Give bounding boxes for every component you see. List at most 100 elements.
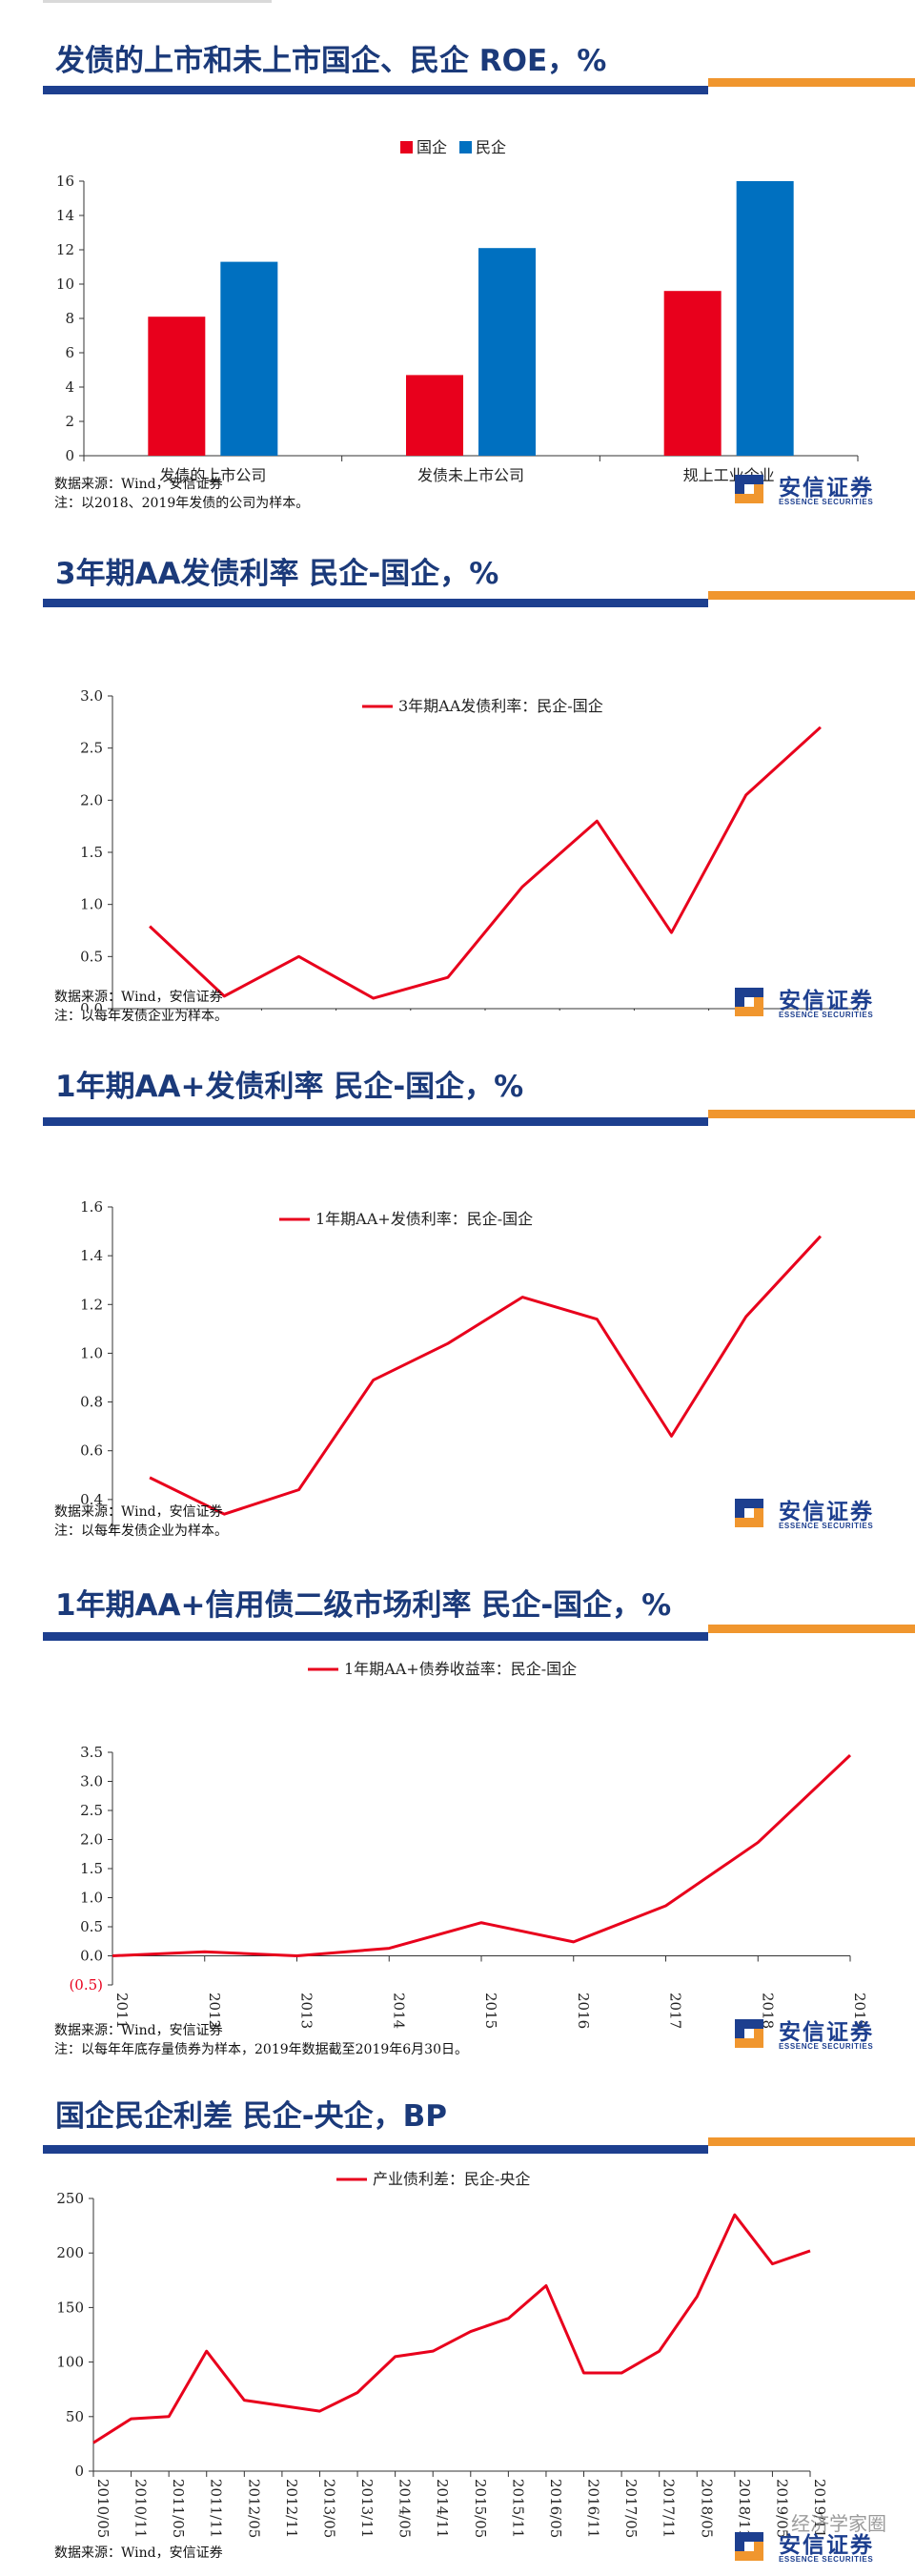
brand-name-cn: 安信证券	[779, 2014, 874, 2046]
y-tick-label: 3.0	[80, 1773, 103, 1790]
x-tick-label: 2013	[298, 1993, 315, 2029]
series-line	[150, 727, 821, 998]
title-underline-blue	[43, 599, 708, 607]
bar-民企	[220, 262, 277, 456]
y-tick-label: 150	[56, 2299, 84, 2316]
y-tick-label: 3.0	[80, 687, 103, 705]
panel-3y-aa: 3年期AA发债利率 民企-国企，% 0.00.51.01.52.02.53.02…	[0, 542, 915, 1037]
y-tick-label: 0.5	[80, 948, 103, 965]
brand-logo: 安信证券 ESSENCE SECURITIES	[731, 467, 888, 511]
y-tick-label: 3.5	[80, 1744, 103, 1761]
bar-国企	[406, 375, 463, 456]
legend-label: 1年期AA+发债利率：民企-国企	[315, 1210, 533, 1228]
y-tick-label: 10	[56, 276, 74, 293]
rate-line-chart-1y: 0.20.40.60.81.01.21.41.62010201120122013…	[0, 1131, 915, 1531]
x-tick-label: 2015	[482, 1993, 499, 2029]
x-tick-label: 2010/05	[94, 2479, 112, 2538]
panel-title: 发债的上市和未上市国企、民企 ROE，%	[55, 36, 606, 79]
legend-swatch	[400, 141, 413, 153]
y-tick-label: 8	[65, 310, 74, 327]
y-tick-label: 4	[65, 378, 74, 396]
title-underline-blue	[43, 1632, 708, 1641]
panel-1y-aaplus: 1年期AA+发债利率 民企-国企，% 0.20.40.60.81.01.21.4…	[0, 1054, 915, 1550]
y-tick-label: 14	[56, 207, 74, 224]
x-tick-label: 2013/11	[358, 2479, 376, 2538]
data-source: 数据来源：Wind，安信证券	[54, 2021, 223, 2040]
x-tick-label: 2015/11	[509, 2479, 526, 2538]
x-tick-label: 2011/05	[170, 2479, 187, 2538]
x-tick-label: 2012/11	[283, 2479, 300, 2538]
brand-name-cn: 安信证券	[779, 1493, 874, 1525]
y-tick-label: 1.4	[80, 1247, 103, 1264]
legend-label: 民企	[476, 138, 506, 156]
x-tick-label: 2018/05	[698, 2479, 715, 2538]
y-tick-label: 1.6	[80, 1198, 103, 1216]
brand-name-en: ESSENCE SECURITIES	[779, 498, 873, 506]
chart-note: 注：以2018、2019年发债的公司为样本。	[54, 494, 309, 513]
title-underline-orange	[708, 591, 915, 600]
bar-国企	[148, 317, 205, 456]
y-tick-label: 1.0	[80, 1890, 103, 1907]
legend-label: 国企	[417, 138, 447, 156]
x-tick-label: 2010/11	[132, 2479, 150, 2538]
essence-logo-icon	[731, 2528, 767, 2565]
brand-name-cn: 安信证券	[779, 982, 874, 1014]
legend-swatch	[459, 141, 472, 153]
bar-民企	[478, 248, 536, 456]
x-category-label: 发债未上市公司	[417, 466, 524, 484]
x-tick-label: 2015/05	[472, 2479, 489, 2538]
chart-note: 注：以每年年底存量债券为样本，2019年数据截至2019年6月30日。	[54, 2040, 468, 2059]
legend-label: 3年期AA发债利率：民企-国企	[398, 697, 603, 715]
y-tick-label: 100	[56, 2354, 84, 2371]
y-tick-label: 1.5	[80, 844, 103, 861]
data-source: 数据来源：Wind，安信证券	[54, 1503, 223, 1522]
x-tick-label: 2013/05	[320, 2479, 337, 2538]
x-tick-label: 2017/11	[661, 2479, 678, 2538]
top-decoration-strip	[43, 0, 272, 3]
panel-title: 国企民企利差 民企-央企，BP	[55, 2092, 447, 2135]
essence-logo-icon	[731, 471, 767, 507]
x-tick-label: 2017	[667, 1993, 684, 2029]
y-tick-label: 12	[56, 241, 74, 258]
y-tick-label: 250	[56, 2190, 84, 2207]
y-tick-label: 2.5	[80, 1802, 103, 1819]
y-tick-label: 0	[74, 2463, 84, 2480]
brand-name-en: ESSENCE SECURITIES	[779, 1011, 873, 1019]
brand-name-en: ESSENCE SECURITIES	[779, 2042, 873, 2051]
panel-title: 1年期AA+发债利率 民企-国企，%	[55, 1062, 523, 1105]
brand-logo: 安信证券 ESSENCE SECURITIES	[731, 1491, 888, 1535]
data-source: 数据来源：Wind，安信证券	[54, 475, 223, 494]
x-tick-label: 2017/05	[622, 2479, 640, 2538]
chart-note: 注：以每年发债企业为样本。	[54, 1007, 228, 1026]
x-tick-label: 2016/05	[547, 2479, 564, 2538]
x-tick-label: 2011/11	[208, 2479, 225, 2538]
y-tick-label: 16	[56, 173, 74, 190]
legend-label: 产业债利差：民企-央企	[373, 2170, 530, 2188]
bar-国企	[664, 291, 722, 456]
x-tick-label: 2014	[390, 1993, 407, 2029]
brand-logo: 安信证券 ESSENCE SECURITIES	[731, 980, 888, 1024]
y-tick-label: 0.8	[80, 1394, 103, 1411]
watermark: 经济学家圈	[791, 2508, 886, 2536]
brand-name-cn: 安信证券	[779, 469, 874, 501]
y-tick-label: (0.5)	[69, 1976, 103, 1993]
y-tick-label: 1.0	[80, 1344, 103, 1361]
x-tick-label: 2012/05	[245, 2479, 262, 2538]
brand-logo: 安信证券 ESSENCE SECURITIES	[731, 2012, 888, 2055]
title-underline-blue	[43, 1117, 708, 1126]
y-tick-label: 2.0	[80, 1831, 103, 1849]
essence-logo-icon	[731, 2015, 767, 2052]
title-underline-orange	[708, 1110, 915, 1118]
series-line	[112, 1755, 850, 1955]
essence-logo-icon	[731, 984, 767, 1020]
x-tick-label: 2014/05	[396, 2479, 414, 2538]
legend-label: 1年期AA+债券收益率：民企-国企	[344, 1660, 577, 1678]
y-tick-label: 1.2	[80, 1296, 103, 1313]
y-tick-label: 2.0	[80, 791, 103, 808]
brand-name-en: ESSENCE SECURITIES	[779, 2555, 873, 2564]
y-tick-label: 0.6	[80, 1442, 103, 1460]
